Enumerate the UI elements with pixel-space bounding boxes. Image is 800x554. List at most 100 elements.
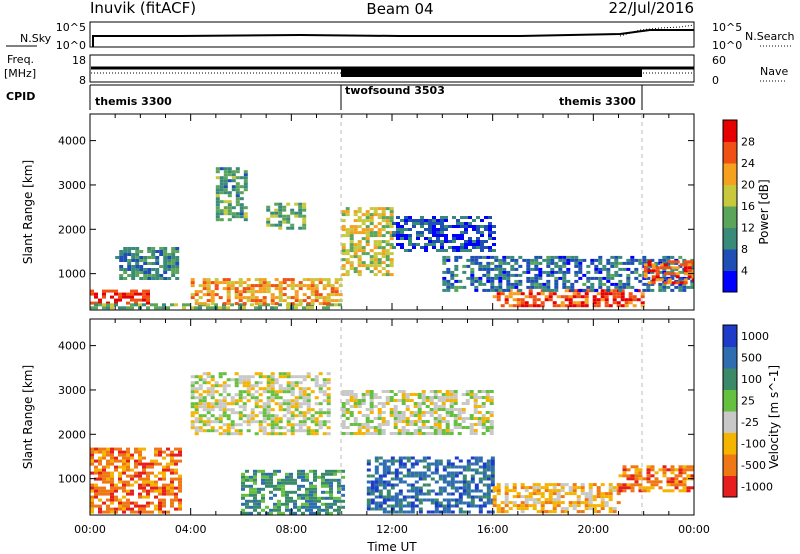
velocity-cell	[481, 426, 486, 429]
velocity-cell	[285, 508, 289, 512]
velocity-cell	[253, 499, 257, 503]
power-cell	[510, 255, 515, 259]
velocity-cell	[458, 507, 463, 511]
velocity-cell	[478, 459, 483, 463]
velocity-cell	[445, 399, 450, 402]
power-cell	[122, 306, 126, 310]
power-cell	[373, 258, 378, 262]
power-cell	[646, 270, 651, 274]
power-cell	[480, 219, 484, 222]
power-cell	[302, 299, 307, 303]
velocity-cell	[170, 459, 174, 463]
power-cell	[400, 228, 404, 231]
power-cell	[334, 281, 339, 285]
velocity-cell	[564, 483, 569, 487]
power-cell	[618, 279, 623, 283]
velocity-cell	[442, 507, 447, 511]
velocity-cell	[198, 399, 203, 403]
velocity-colorbar-tick: 100	[741, 373, 762, 386]
velocity-cell	[588, 504, 593, 508]
power-cell	[214, 293, 219, 297]
power-cell	[290, 281, 295, 285]
power-cell	[175, 262, 180, 265]
velocity-cell	[446, 474, 451, 478]
power-cell	[278, 223, 283, 227]
velocity-cell	[454, 486, 459, 490]
velocity-cell	[429, 414, 434, 417]
power-cell	[357, 225, 362, 229]
power-cell	[468, 222, 472, 225]
velocity-cell	[306, 396, 311, 400]
velocity-cell	[638, 468, 643, 472]
power-cell	[584, 289, 589, 293]
velocity-cell	[170, 483, 174, 487]
velocity-cell	[458, 471, 463, 475]
velocity-cell	[426, 492, 431, 496]
velocity-cell	[194, 405, 199, 409]
velocity-cell	[218, 417, 223, 421]
velocity-cell	[337, 508, 341, 512]
power-cell	[219, 191, 224, 195]
nsky-tick-top: 10^5	[56, 21, 86, 34]
power-cell	[530, 282, 535, 286]
velocity-cell	[285, 499, 289, 503]
velocity-cell	[313, 469, 317, 473]
velocity-cell	[222, 399, 227, 403]
velocity-cell	[402, 474, 407, 478]
velocity-cell	[646, 468, 651, 472]
velocity-cell	[560, 486, 565, 490]
power-cell	[219, 212, 224, 216]
power-cell	[198, 302, 203, 306]
velocity-cell	[453, 402, 458, 405]
velocity-cell	[341, 408, 346, 411]
velocity-cell	[265, 472, 269, 476]
velocity-cell	[126, 498, 130, 502]
velocity-cell	[242, 381, 247, 385]
power-cell	[450, 285, 455, 289]
power-cell	[365, 228, 370, 232]
power-cell	[683, 281, 688, 285]
velocity-cell	[500, 507, 505, 511]
velocity-cell	[576, 498, 581, 502]
power-cell	[234, 302, 239, 306]
velocity-cell	[90, 459, 94, 463]
velocity-cell	[528, 495, 533, 499]
velocity-cell	[345, 399, 350, 402]
velocity-cell	[576, 486, 581, 490]
velocity-cell	[485, 396, 490, 399]
velocity-cell	[241, 481, 245, 485]
velocity-cell	[134, 510, 138, 514]
velocity-cell	[592, 483, 597, 487]
time-tick-label: 12:00	[376, 523, 408, 536]
velocity-cell	[122, 507, 126, 511]
power-cell	[266, 303, 270, 307]
power-cell	[306, 302, 311, 306]
velocity-cell	[118, 486, 122, 490]
velocity-cell	[98, 492, 102, 496]
velocity-cell	[469, 417, 474, 420]
power-cell	[219, 185, 224, 189]
velocity-cell	[222, 390, 227, 394]
velocity-cell	[674, 477, 679, 481]
velocity-cell	[190, 426, 195, 430]
velocity-cell	[266, 414, 271, 418]
velocity-cell	[118, 498, 122, 502]
velocity-cell	[270, 381, 275, 385]
velocity-cell	[106, 504, 110, 508]
power-cell	[135, 262, 140, 265]
power-cell	[302, 226, 307, 230]
power-cell	[620, 292, 625, 296]
power-cell	[454, 255, 459, 259]
power-cell	[282, 299, 287, 303]
power-cell	[122, 292, 126, 296]
velocity-cell	[118, 507, 122, 511]
velocity-cell	[378, 480, 383, 484]
velocity-cell	[398, 465, 403, 469]
power-cell	[646, 288, 651, 292]
velocity-cell	[122, 480, 126, 484]
velocity-cell	[310, 414, 315, 418]
velocity-cell	[442, 468, 447, 472]
power-cell	[310, 293, 315, 297]
power-cell	[586, 270, 591, 274]
